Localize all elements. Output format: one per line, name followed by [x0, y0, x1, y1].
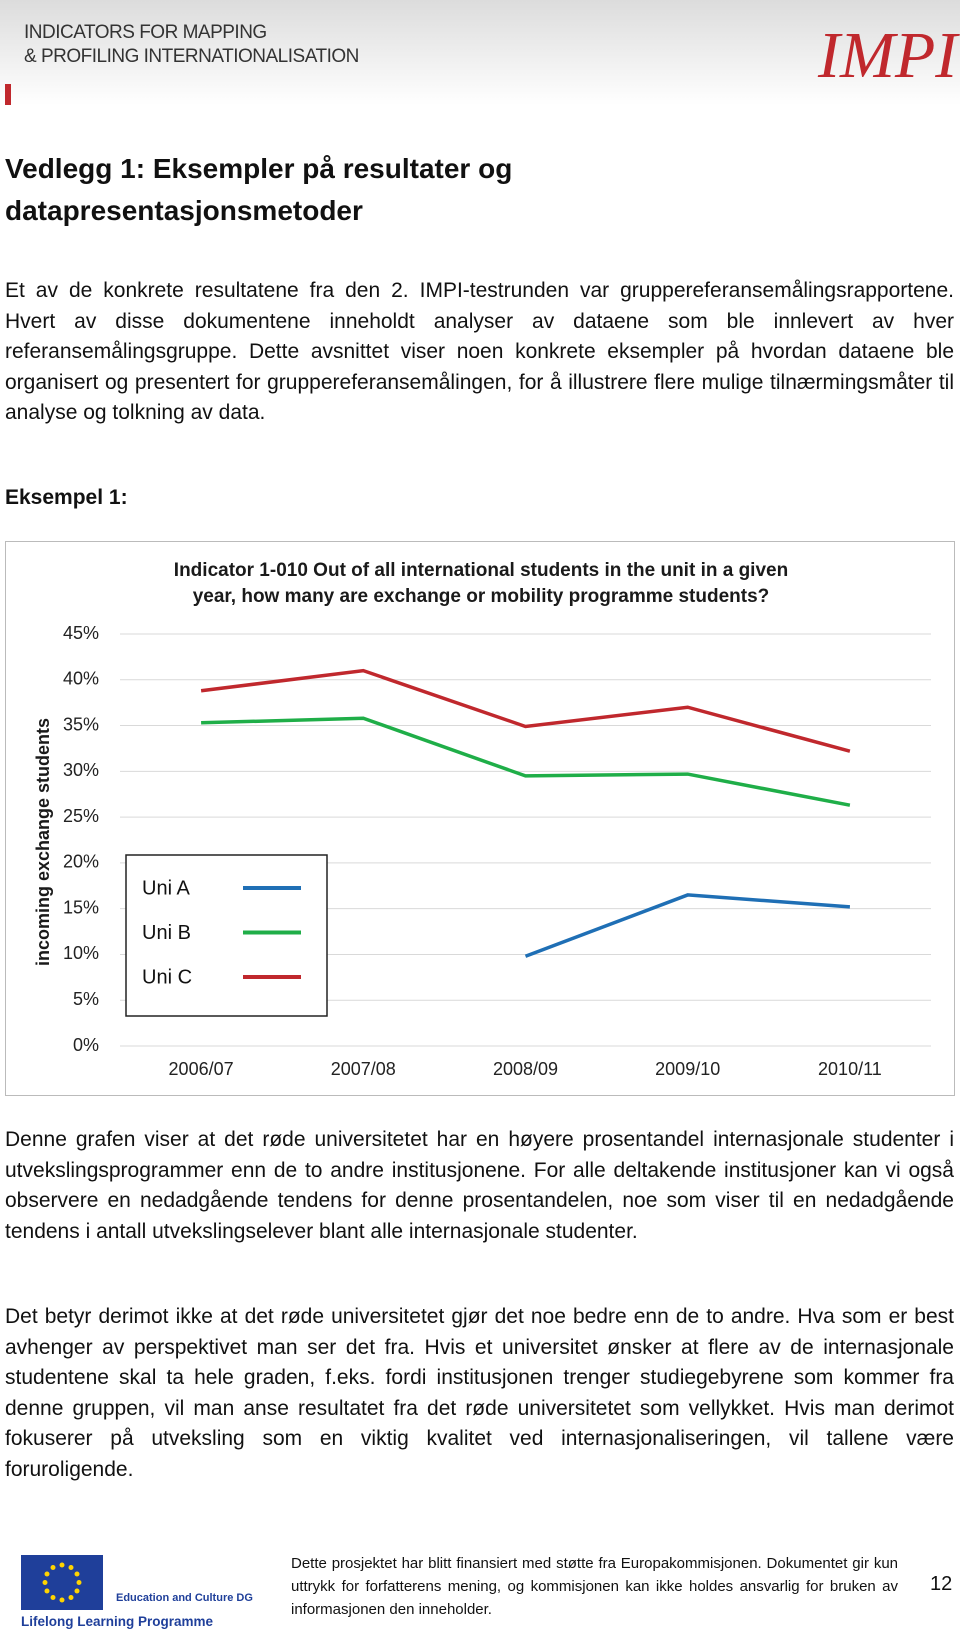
eu-flag: [21, 1555, 103, 1610]
legend-box: [125, 854, 328, 1017]
y-tick-label: 5%: [73, 989, 99, 1009]
series-line: [201, 716, 851, 807]
y-tick-label: 35%: [63, 714, 99, 734]
chart-title: Indicator 1-010 Out of all international…: [174, 560, 788, 581]
paragraph: Denne grafen viser at det røde universit…: [5, 1128, 954, 1243]
paragraph: Det betyr derimot ikke at det røde unive…: [5, 1305, 954, 1481]
series-line: [200, 668, 851, 753]
x-tick-label: 2006/07: [169, 1059, 234, 1079]
legend-label: Uni A: [142, 877, 190, 899]
legend-label: Uni C: [142, 966, 192, 988]
heading: Vedlegg 1: Eksempler på resultater og da…: [5, 153, 513, 226]
page-number: 12: [930, 1573, 953, 1595]
y-tick-label: 30%: [63, 760, 99, 780]
header-band: [0, 0, 960, 105]
brand-line: INDICATORS FOR MAPPING: [24, 22, 267, 43]
x-tick-label: 2009/10: [655, 1059, 720, 1079]
paragraph: Et av de konkrete resultatene fra den 2.…: [5, 279, 954, 424]
logo-text: Lifelong Learning Programme: [21, 1614, 214, 1629]
legend-label: Uni B: [142, 922, 191, 944]
x-tick-label: 2007/08: [331, 1059, 396, 1079]
y-tick-label: 10%: [63, 943, 99, 963]
chart-title: year, how many are exchange or mobility …: [193, 586, 770, 607]
header-accent: [5, 84, 11, 105]
chart: Indicator 1-010 Out of all international…: [5, 541, 955, 1096]
y-tick-label: 15%: [63, 897, 99, 917]
x-tick-label: 2008/09: [493, 1059, 558, 1079]
footer-text: Dette prosjektet har blitt finansiert me…: [291, 1555, 898, 1618]
x-tick-label: 2010/11: [818, 1059, 882, 1079]
example-label: Eksempel 1:: [5, 486, 128, 509]
brand-line: & PROFILING INTERNATIONALISATION: [24, 46, 359, 67]
y-tick-label: 40%: [63, 669, 99, 689]
y-tick-label: 45%: [63, 623, 99, 643]
series-line: [524, 893, 851, 958]
y-tick-label: 25%: [63, 806, 99, 826]
logo-text: Education and Culture DG: [116, 1592, 253, 1604]
impi-logo: IMPI: [818, 19, 958, 92]
y-axis-label: incoming exchange students: [33, 718, 53, 966]
y-tick-label: 20%: [63, 852, 99, 872]
y-tick-label: 0%: [73, 1035, 99, 1055]
